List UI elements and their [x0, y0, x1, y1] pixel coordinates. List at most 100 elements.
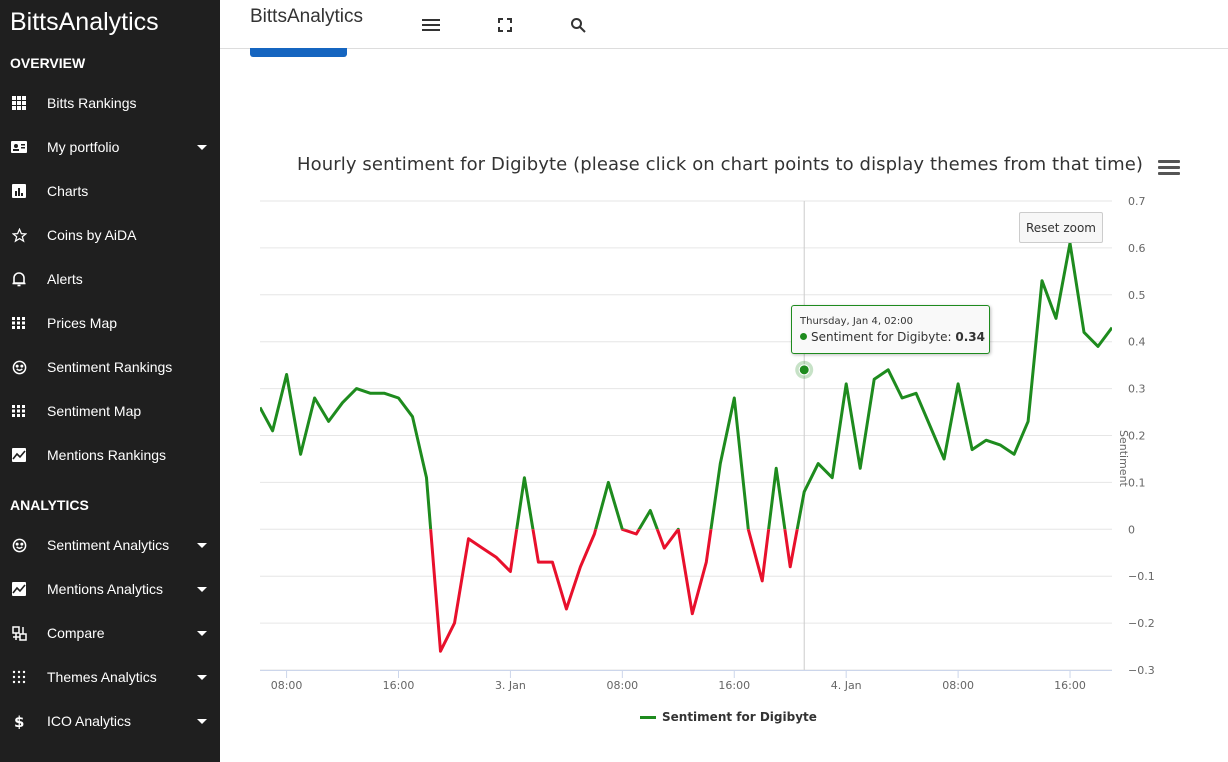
data-point[interactable]	[842, 380, 850, 388]
search-icon[interactable]	[567, 14, 589, 36]
highlight-point[interactable]	[798, 364, 810, 376]
data-point[interactable]	[800, 488, 808, 496]
data-point[interactable]	[367, 389, 375, 397]
data-point[interactable]	[758, 577, 766, 585]
data-point[interactable]	[1010, 450, 1018, 458]
data-point[interactable]	[926, 422, 934, 430]
chart-legend[interactable]: Sentiment for Digibyte	[640, 710, 817, 724]
sidebar-item-compare[interactable]: Compare	[0, 611, 220, 655]
chevron-down-icon[interactable]	[197, 542, 207, 548]
bar-chart-icon	[10, 182, 28, 200]
data-point[interactable]	[1094, 342, 1102, 350]
cluster-icon	[10, 668, 28, 686]
data-point[interactable]	[912, 389, 920, 397]
data-point[interactable]	[1052, 314, 1060, 322]
data-point[interactable]	[828, 474, 836, 482]
data-point[interactable]	[464, 535, 472, 543]
sidebar-item-sentiment-analytics[interactable]: Sentiment Analytics	[0, 523, 220, 567]
chevron-down-icon[interactable]	[197, 144, 207, 150]
reset-zoom-button[interactable]: Reset zoom	[1019, 212, 1103, 243]
data-point[interactable]	[297, 450, 305, 458]
chevron-down-icon[interactable]	[197, 586, 207, 592]
data-point[interactable]	[702, 558, 710, 566]
data-point[interactable]	[632, 530, 640, 538]
y-tick-label: 0.6	[1128, 242, 1146, 255]
sidebar-item-my-portfolio[interactable]: My portfolio	[0, 125, 220, 169]
data-point[interactable]	[660, 544, 668, 552]
data-point[interactable]	[590, 530, 598, 538]
data-point[interactable]	[618, 525, 626, 533]
data-point[interactable]	[968, 446, 976, 454]
data-point[interactable]	[688, 610, 696, 618]
data-point[interactable]	[534, 558, 542, 566]
sidebar-item-sentiment-map[interactable]: Sentiment Map	[0, 389, 220, 433]
data-point[interactable]	[492, 553, 500, 561]
data-point[interactable]	[311, 394, 319, 402]
data-point[interactable]	[520, 474, 528, 482]
sidebar-item-mentions-rankings[interactable]: Mentions Rankings	[0, 433, 220, 477]
chevron-down-icon[interactable]	[197, 718, 207, 724]
smiley-icon	[10, 536, 28, 554]
data-point[interactable]	[506, 568, 514, 576]
data-point[interactable]	[269, 427, 277, 435]
sidebar-item-bitts-rankings[interactable]: Bitts Rankings	[0, 81, 220, 125]
fullscreen-icon[interactable]	[494, 14, 516, 36]
sidebar-item-prices-map[interactable]: Prices Map	[0, 301, 220, 345]
sidebar-item-sentiment-rankings[interactable]: Sentiment Rankings	[0, 345, 220, 389]
data-point[interactable]	[576, 563, 584, 571]
sidebar-item-mentions-analytics[interactable]: Mentions Analytics	[0, 567, 220, 611]
data-point[interactable]	[450, 619, 458, 627]
data-point[interactable]	[884, 366, 892, 374]
menu-icon[interactable]	[420, 14, 442, 36]
smiley-icon	[10, 358, 28, 376]
data-point[interactable]	[436, 647, 444, 655]
data-point[interactable]	[604, 478, 612, 486]
data-point[interactable]	[772, 464, 780, 472]
primary-button[interactable]	[250, 48, 347, 57]
data-point[interactable]	[674, 525, 682, 533]
data-point[interactable]	[898, 394, 906, 402]
sidebar-item-coins-by-aida[interactable]: Coins by AiDA	[0, 213, 220, 257]
data-point[interactable]	[395, 394, 403, 402]
y-tick-label: −0.2	[1128, 617, 1155, 630]
sidebar-item-charts[interactable]: Charts	[0, 169, 220, 213]
data-point[interactable]	[408, 413, 416, 421]
data-point[interactable]	[870, 375, 878, 383]
sidebar-item-alerts[interactable]: Alerts	[0, 257, 220, 301]
sidebar-brand[interactable]: BittsAnalytics	[10, 8, 159, 36]
chevron-down-icon[interactable]	[197, 674, 207, 680]
data-point[interactable]	[814, 460, 822, 468]
data-point[interactable]	[548, 558, 556, 566]
data-point[interactable]	[856, 464, 864, 472]
data-point[interactable]	[716, 460, 724, 468]
data-point[interactable]	[325, 417, 333, 425]
id-card-icon	[10, 138, 28, 156]
x-tick-label: 4. Jan	[831, 679, 862, 692]
data-point[interactable]	[1080, 328, 1088, 336]
data-point[interactable]	[940, 455, 948, 463]
data-point[interactable]	[982, 436, 990, 444]
data-point[interactable]	[478, 544, 486, 552]
data-point[interactable]	[562, 605, 570, 613]
data-point[interactable]	[339, 399, 347, 407]
sidebar-item-themes-analytics[interactable]: Themes Analytics	[0, 655, 220, 699]
data-point[interactable]	[283, 371, 291, 379]
data-point[interactable]	[646, 507, 654, 515]
data-point[interactable]	[1024, 417, 1032, 425]
data-point[interactable]	[730, 394, 738, 402]
data-point[interactable]	[1038, 277, 1046, 285]
data-point[interactable]	[996, 441, 1004, 449]
data-point[interactable]	[1108, 324, 1116, 332]
data-point[interactable]	[744, 525, 752, 533]
chart-menu-icon[interactable]	[1158, 160, 1180, 180]
sidebar-item-ico-analytics[interactable]: $ ICO Analytics	[0, 699, 220, 743]
sidebar-item-label: Compare	[47, 625, 105, 641]
data-point[interactable]	[954, 380, 962, 388]
data-point[interactable]	[256, 403, 264, 411]
data-point[interactable]	[381, 389, 389, 397]
data-point[interactable]	[422, 474, 430, 482]
chevron-down-icon[interactable]	[197, 630, 207, 636]
data-point[interactable]	[353, 385, 361, 393]
data-point[interactable]	[786, 563, 794, 571]
